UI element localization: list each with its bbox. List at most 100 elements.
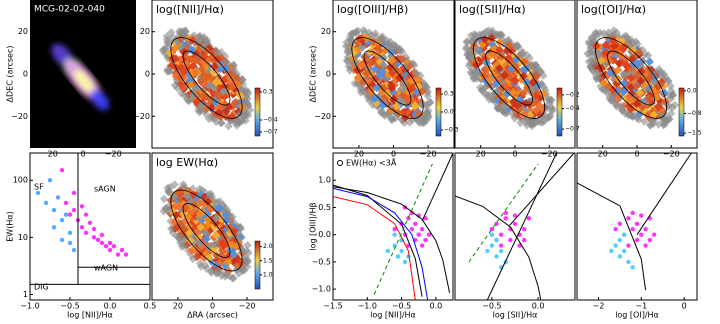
- map-pixel: [408, 59, 417, 68]
- point: [51, 207, 57, 213]
- point: [107, 240, 113, 246]
- plot-area: [577, 153, 692, 291]
- point: [639, 213, 644, 218]
- colorbar: [556, 87, 563, 137]
- x-tick-label: −1.0: [20, 302, 39, 311]
- legend-label: EW(Hα) <3Å: [346, 157, 397, 168]
- map-pixel: [202, 234, 211, 244]
- map-pixel: [348, 37, 357, 46]
- y-tick-label: 0.5: [318, 203, 331, 212]
- y-tick-label: −20: [11, 112, 28, 121]
- panel-title: log([SII]/Hα): [459, 3, 526, 16]
- map-pixel: [626, 73, 636, 83]
- map-pixel: [509, 87, 518, 97]
- point: [79, 204, 85, 209]
- point: [59, 237, 65, 243]
- map-pixel: [207, 268, 216, 277]
- map-pixel: [666, 94, 675, 103]
- point: [617, 221, 623, 226]
- contour: [351, 37, 424, 119]
- map-pixel: [206, 95, 216, 104]
- point: [91, 226, 97, 232]
- map-pixel: [591, 28, 600, 38]
- point: [95, 237, 101, 243]
- point: [651, 232, 657, 237]
- x-tick-label: 20: [476, 150, 486, 159]
- point: [647, 237, 653, 243]
- map-pixel: [196, 223, 206, 232]
- map-pixel: [644, 93, 653, 103]
- map-pixel: [357, 43, 367, 52]
- point: [526, 216, 532, 221]
- colorbar: [678, 87, 685, 137]
- map-pixel: [232, 69, 242, 79]
- point: [99, 232, 105, 238]
- map-pixel: [626, 35, 636, 45]
- map-pixel: [167, 224, 176, 234]
- map-pixel: [219, 87, 228, 96]
- x-axis-label: ΔRA (arcsec): [187, 311, 238, 320]
- map-pixel: [351, 58, 360, 67]
- colorbar-label: −0.8: [687, 110, 702, 117]
- map-pixel: [209, 68, 218, 77]
- map-pixel: [616, 36, 625, 46]
- frame: [454, 152, 576, 301]
- y-tick-label: 1: [23, 290, 28, 299]
- contour: [182, 50, 231, 106]
- point: [413, 221, 418, 226]
- map-pixel: [634, 48, 644, 57]
- y-tick-label: −1.0: [312, 285, 331, 294]
- x-tick-label: −0.5: [482, 302, 501, 311]
- point: [71, 247, 77, 253]
- map-pixel: [640, 50, 650, 59]
- point: [639, 232, 644, 237]
- annotation: sAGN: [94, 185, 116, 194]
- point: [63, 200, 69, 206]
- map-pixel: [415, 113, 424, 123]
- y-tick-label: −20: [133, 112, 150, 121]
- point: [83, 212, 89, 217]
- map-pixel: [636, 76, 646, 86]
- point: [643, 243, 648, 248]
- colorbar-label: 1.0: [263, 271, 273, 278]
- x-tick-label: 0.0: [104, 302, 117, 311]
- map-pixel: [362, 69, 371, 78]
- map-pixel: [547, 106, 557, 116]
- y-tick-label: 0: [23, 70, 28, 79]
- map-pixel: [542, 112, 552, 122]
- x-tick-label: 20: [173, 302, 183, 311]
- point: [498, 232, 504, 237]
- point: [107, 247, 113, 253]
- x-tick-label: 0: [391, 150, 396, 159]
- map-pixel: [513, 40, 522, 50]
- plot-area: [455, 153, 575, 300]
- x-tick-label: 0: [634, 150, 639, 159]
- panel-title: log EW(Hα): [156, 156, 218, 169]
- map-pixel: [350, 79, 359, 88]
- x-tick-label: −1: [635, 302, 647, 311]
- point: [522, 237, 527, 243]
- plot-area: [333, 153, 453, 300]
- y-tick-label: 20: [18, 27, 28, 36]
- map-pixel: [395, 44, 404, 53]
- legend-marker: [337, 160, 343, 166]
- map-pixel: [239, 111, 248, 121]
- map-pixel: [173, 83, 182, 93]
- map-pixel: [511, 76, 520, 85]
- y-axis-label: ΔDEC (arcsec): [6, 46, 15, 103]
- map-pixel: [375, 71, 385, 80]
- map-pixel: [370, 64, 380, 74]
- y-tick-label: 0: [326, 70, 331, 79]
- point: [99, 240, 105, 246]
- point: [59, 217, 65, 223]
- map-pixel: [608, 93, 617, 102]
- point: [419, 243, 425, 248]
- point: [508, 237, 513, 243]
- y-tick-label: 0.0: [318, 230, 331, 239]
- point: [406, 254, 411, 259]
- contour: [594, 37, 668, 119]
- map-pixel: [595, 74, 605, 83]
- map-pixel: [212, 213, 221, 223]
- line: [455, 195, 542, 300]
- map-pixel: [407, 76, 416, 86]
